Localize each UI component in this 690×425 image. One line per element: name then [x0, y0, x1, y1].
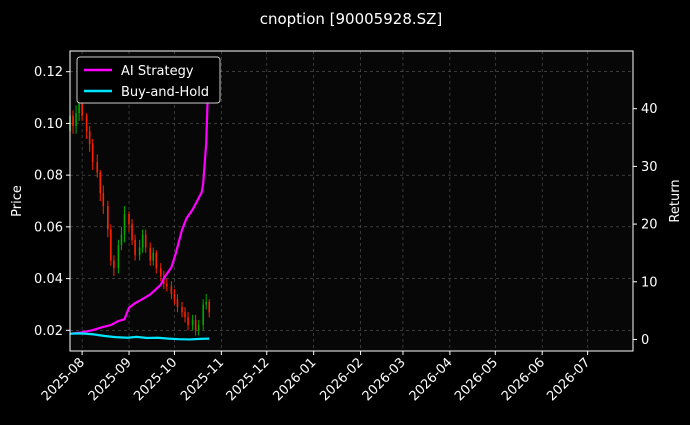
candle-body [170, 286, 173, 295]
candle-body [155, 252, 158, 269]
series-line-ai-strategy [69, 62, 211, 335]
candle-body [72, 115, 74, 126]
series-line-buy-and-hold [69, 332, 210, 341]
candle-body [120, 234, 123, 245]
candle-body [117, 244, 120, 269]
right-y-tick-label: 10 [641, 275, 658, 290]
legend-box [76, 56, 221, 104]
candle-body [166, 283, 168, 287]
left-y-tick-label: 0.06 [34, 220, 63, 235]
chart-title: cnoption [90005928.SZ] [260, 10, 443, 28]
candle-body [160, 268, 162, 276]
candle-body [134, 239, 136, 256]
candle-body [96, 162, 99, 173]
candle-body [173, 294, 176, 300]
candle-body [128, 213, 130, 225]
legend: AI Strategy Buy-and-Hold [76, 56, 221, 104]
candle-body [138, 247, 141, 256]
candle-body [91, 144, 94, 163]
candle-body [208, 301, 211, 313]
candle-body [187, 317, 189, 326]
left-y-axis-label: Price [10, 185, 25, 217]
legend-label-ai-strategy: AI Strategy [121, 64, 194, 79]
candle-body [75, 113, 77, 126]
candle-body [181, 307, 183, 313]
candle-body [123, 213, 126, 235]
candle-body [102, 193, 105, 207]
right-y-axis-label: Return [668, 179, 683, 222]
candle-body [99, 172, 102, 194]
candle-body [78, 100, 80, 114]
left-y-tick-label: 0.10 [34, 117, 63, 132]
candle-body [81, 100, 83, 116]
candle-body [194, 319, 197, 331]
candle-body [131, 224, 133, 240]
left-y-tick-label: 0.02 [34, 324, 63, 339]
legend-label-buy-and-hold: Buy-and-Hold [121, 85, 209, 100]
left-y-axis: 0.02 0.04 0.06 0.08 0.10 0.12 [34, 65, 70, 339]
candle-body [191, 319, 194, 326]
left-y-tick-label: 0.08 [34, 169, 63, 184]
right-y-tick-label: 40 [641, 102, 658, 117]
candle-body [184, 312, 186, 318]
left-y-tick-label: 0.12 [34, 65, 63, 80]
candle-body [107, 206, 109, 230]
candle-body [149, 247, 152, 261]
candlestick-series [69, 92, 211, 336]
candle-body [113, 260, 115, 269]
candle-body [110, 229, 112, 261]
right-y-tick-label: 20 [641, 218, 658, 233]
candle-body [202, 304, 204, 326]
candle-body [85, 115, 88, 132]
grid-lines [70, 51, 633, 351]
candle-body [88, 131, 91, 145]
candle-body [205, 301, 208, 305]
line-series [69, 62, 211, 341]
right-y-axis: 0 10 20 30 40 [633, 102, 658, 348]
candle-body [144, 234, 147, 248]
left-y-tick-label: 0.04 [34, 272, 63, 287]
candle-body [197, 325, 200, 331]
candle-body [152, 252, 155, 261]
candle-body [176, 299, 179, 308]
right-y-tick-label: 0 [641, 333, 649, 348]
plot-frame [69, 50, 634, 352]
right-y-tick-label: 30 [641, 160, 658, 175]
candle-body [141, 234, 144, 248]
